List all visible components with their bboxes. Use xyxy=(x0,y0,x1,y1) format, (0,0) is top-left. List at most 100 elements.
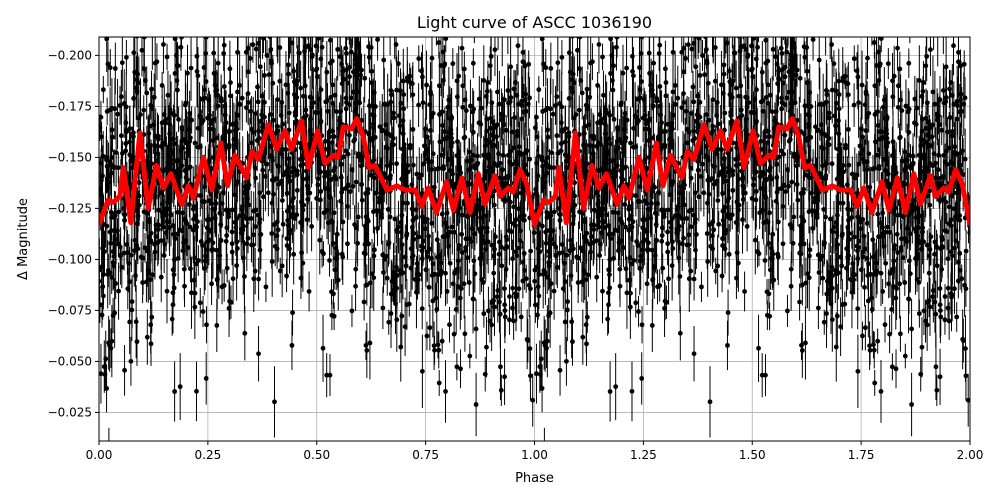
data-point xyxy=(231,276,236,281)
data-point xyxy=(318,198,323,203)
data-point xyxy=(354,76,359,81)
data-point xyxy=(152,95,157,100)
data-point xyxy=(422,143,427,148)
data-point xyxy=(291,252,296,257)
data-point xyxy=(657,51,662,56)
data-point xyxy=(288,24,293,29)
data-point xyxy=(270,81,275,86)
data-point xyxy=(925,322,930,327)
data-point xyxy=(317,238,322,243)
data-point xyxy=(354,62,359,67)
data-point xyxy=(440,123,445,128)
data-point xyxy=(119,265,124,270)
data-point xyxy=(388,176,393,181)
data-point xyxy=(498,312,503,317)
data-point xyxy=(386,320,391,325)
data-point xyxy=(397,268,402,273)
data-point xyxy=(420,256,425,261)
data-point xyxy=(198,144,203,149)
data-point xyxy=(734,220,739,225)
data-point xyxy=(201,118,206,123)
data-point xyxy=(175,210,180,215)
data-point xyxy=(250,2,255,7)
data-point xyxy=(720,273,725,278)
data-point xyxy=(855,369,860,374)
data-point xyxy=(422,220,427,225)
data-point xyxy=(213,216,218,221)
data-point xyxy=(287,205,292,210)
data-point xyxy=(370,112,375,117)
data-point xyxy=(445,289,450,294)
data-point xyxy=(260,94,265,99)
data-point xyxy=(500,183,505,188)
data-point xyxy=(773,1,778,6)
data-point xyxy=(513,80,518,85)
data-point xyxy=(483,372,488,377)
data-point xyxy=(416,56,421,61)
data-point xyxy=(511,319,516,324)
data-point xyxy=(925,243,930,248)
data-point xyxy=(235,3,240,8)
data-point xyxy=(209,201,214,206)
data-point xyxy=(484,129,489,134)
data-point xyxy=(380,306,385,311)
data-point xyxy=(155,59,160,64)
data-point xyxy=(865,221,870,226)
data-point xyxy=(477,205,482,210)
data-point xyxy=(124,242,129,247)
data-point xyxy=(517,150,522,155)
data-point xyxy=(148,322,153,327)
data-point xyxy=(184,141,189,146)
data-point xyxy=(434,296,439,301)
data-point xyxy=(507,317,512,322)
data-point xyxy=(628,141,633,146)
data-point xyxy=(411,163,416,168)
data-point xyxy=(449,115,454,120)
data-point xyxy=(305,16,310,21)
data-point xyxy=(256,277,261,282)
data-point xyxy=(224,129,229,134)
data-point xyxy=(370,271,375,276)
data-point xyxy=(414,172,419,177)
data-point xyxy=(279,12,284,17)
data-point xyxy=(860,83,865,88)
data-point xyxy=(489,243,494,248)
data-point xyxy=(871,342,876,347)
data-point xyxy=(654,238,659,243)
data-point xyxy=(608,236,613,241)
data-point xyxy=(129,359,134,364)
data-point xyxy=(411,127,416,132)
data-point xyxy=(141,66,146,71)
data-point xyxy=(341,154,346,159)
data-point xyxy=(485,169,490,174)
data-point xyxy=(781,152,786,157)
data-point xyxy=(783,189,788,194)
data-point xyxy=(391,116,396,121)
data-point xyxy=(437,381,442,386)
data-point xyxy=(426,234,431,239)
data-point xyxy=(520,279,525,284)
data-point xyxy=(175,232,180,237)
data-point xyxy=(350,308,355,313)
data-point xyxy=(507,294,512,299)
data-point xyxy=(781,241,786,246)
data-point xyxy=(224,233,229,238)
data-point xyxy=(261,1,266,6)
data-point xyxy=(198,300,203,305)
data-point xyxy=(204,248,209,253)
data-point xyxy=(291,69,296,74)
data-point xyxy=(421,100,426,105)
data-point xyxy=(264,284,269,289)
data-point xyxy=(907,107,912,112)
data-point xyxy=(499,263,504,268)
data-point xyxy=(420,369,425,374)
data-point xyxy=(420,306,425,311)
data-point xyxy=(427,285,432,290)
data-point xyxy=(123,141,128,146)
data-point xyxy=(506,153,511,158)
data-point xyxy=(246,91,251,96)
data-point xyxy=(369,80,374,85)
data-point xyxy=(469,239,474,244)
data-point xyxy=(347,133,352,138)
data-point xyxy=(423,226,428,231)
